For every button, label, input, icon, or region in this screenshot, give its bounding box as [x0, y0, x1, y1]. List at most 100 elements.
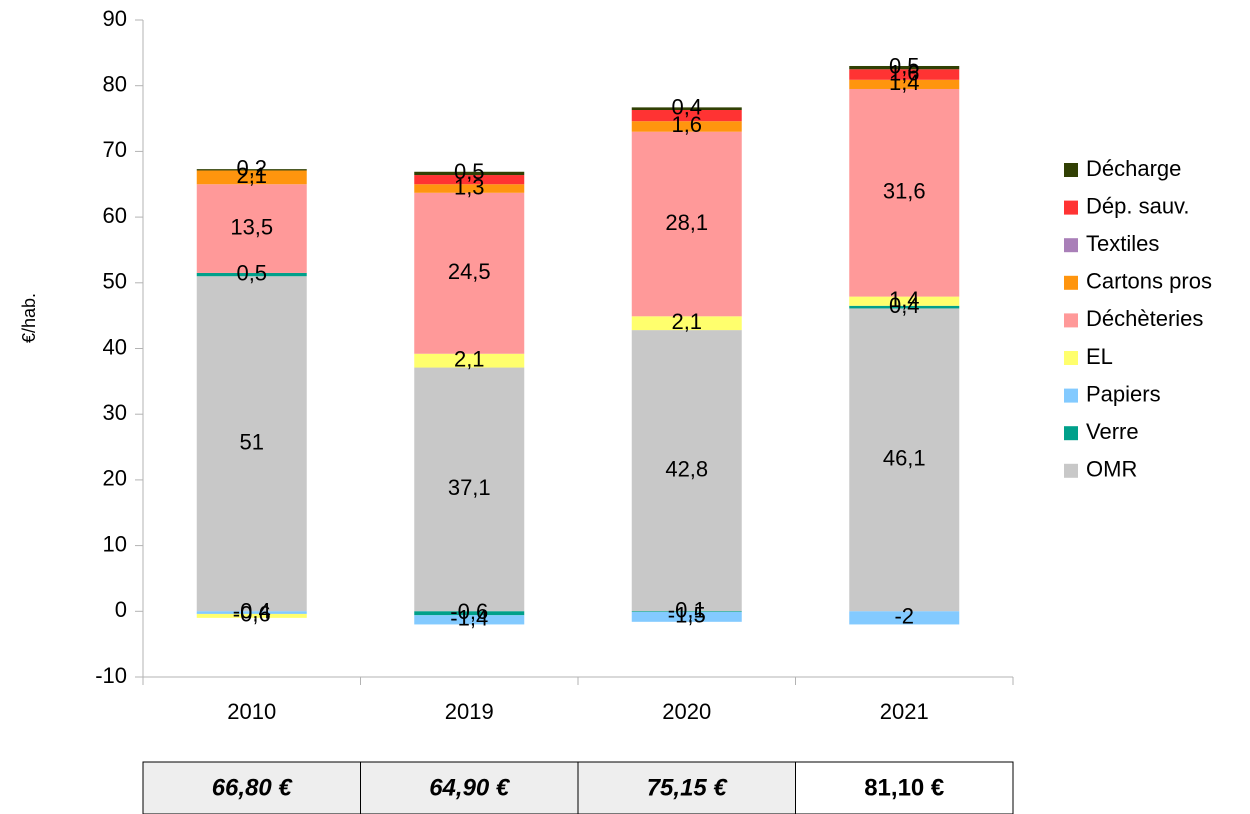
data-label: -1,5	[668, 603, 706, 628]
legend-swatch	[1064, 275, 1078, 290]
data-label: 1,6	[889, 60, 920, 85]
bar-segment	[849, 65, 960, 70]
bar-segment	[849, 305, 960, 309]
legend-swatch	[1064, 463, 1078, 478]
bar-segment	[631, 121, 742, 132]
y-tick-label: 10	[103, 531, 127, 556]
bar-segment	[849, 296, 960, 306]
data-label: 1,6	[671, 112, 702, 137]
bar-segment	[196, 613, 307, 618]
bar-segment	[414, 184, 525, 193]
legend-label: Cartons pros	[1086, 269, 1212, 294]
bar-segment	[414, 615, 525, 625]
bar-segment	[414, 611, 525, 616]
bar-segment	[631, 330, 742, 612]
bar-segment	[414, 171, 525, 176]
data-label: 1,4	[889, 287, 920, 312]
data-label: 28,1	[665, 210, 708, 235]
legend-label: Verre	[1086, 419, 1139, 444]
legend-swatch	[1064, 313, 1078, 328]
data-label: 0,5	[454, 159, 485, 184]
legend-swatch	[1064, 351, 1078, 365]
x-tick-label: 2021	[880, 699, 929, 724]
legend-label: Papiers	[1086, 381, 1161, 406]
data-label: -0,6	[233, 602, 271, 627]
bar-segment	[414, 367, 525, 612]
y-tick-label: 20	[103, 466, 127, 491]
legend-swatch	[1064, 388, 1078, 403]
y-tick-label: 0	[115, 597, 127, 622]
table-cell	[142, 761, 361, 814]
data-label: -1,4	[450, 606, 488, 631]
bar-segment	[414, 175, 525, 185]
bar-segment	[631, 131, 742, 317]
data-label: 24,5	[448, 259, 491, 284]
table-text: 81,10 €	[864, 774, 944, 801]
data-label: 2,1	[671, 309, 702, 334]
legend-label: Dép. sauv.	[1086, 193, 1190, 218]
data-label: 37,1	[448, 475, 491, 500]
y-tick-label: 50	[103, 269, 127, 294]
bar-segment	[414, 192, 525, 354]
bar-segment	[631, 107, 742, 111]
x-tick-label: 2019	[445, 699, 494, 724]
legend-label: Textiles	[1086, 231, 1159, 256]
data-label: 0,4	[671, 95, 702, 120]
y-tick-label: 80	[103, 72, 127, 97]
bar-segment	[849, 69, 960, 80]
x-tick-label: 2010	[227, 699, 276, 724]
data-label: -0,4	[233, 598, 271, 623]
data-label: 0,5	[236, 260, 267, 285]
bar-segment	[849, 308, 960, 612]
table-cell	[360, 761, 579, 814]
data-label: 1,3	[454, 174, 485, 199]
y-axis-label: €/hab.	[19, 293, 39, 343]
legend-swatch	[1064, 200, 1078, 215]
y-tick-label: 60	[103, 203, 127, 228]
bar-segment	[631, 110, 742, 122]
data-label: 46,1	[883, 446, 926, 471]
bar-segment	[196, 170, 307, 185]
y-tick-label: 90	[103, 6, 127, 31]
table-text: 66,80 €	[212, 774, 294, 801]
table-cell	[795, 761, 1014, 814]
data-label: 51	[240, 430, 264, 455]
legend-label: Décharge	[1086, 156, 1181, 181]
legend-label: OMR	[1086, 457, 1137, 482]
data-label: 0,2	[236, 156, 267, 181]
data-label: 0,4	[889, 293, 920, 318]
y-tick-label: 30	[103, 400, 127, 425]
bar-segment	[196, 276, 307, 612]
bar-segment	[196, 184, 307, 273]
bar-segment	[196, 169, 307, 171]
legend-swatch	[1064, 238, 1078, 253]
y-tick-label: 70	[103, 137, 127, 162]
data-label: 13,5	[230, 214, 273, 239]
data-label: 42,8	[665, 457, 708, 482]
y-tick-label: -10	[95, 663, 127, 688]
bar-segment	[196, 611, 307, 614]
bar-segment	[414, 353, 525, 368]
data-label: -0,1	[668, 597, 706, 622]
bar-segment	[849, 611, 960, 625]
y-tick-label: 40	[103, 334, 127, 359]
bar-segment	[849, 79, 960, 89]
table-text: 64,90 €	[429, 774, 511, 801]
table-text: 75,15 €	[647, 774, 729, 801]
data-label: -2	[894, 604, 914, 629]
x-tick-label: 2020	[662, 699, 711, 724]
data-label: 31,6	[883, 179, 926, 204]
legend-swatch	[1064, 163, 1078, 177]
bar-segment	[196, 272, 307, 277]
data-label: 1,4	[889, 70, 920, 95]
data-label: 2,1	[236, 163, 267, 188]
data-label: -0,6	[450, 599, 488, 624]
data-label: 2,1	[454, 346, 485, 371]
legend-swatch	[1064, 426, 1078, 441]
legend-label: EL	[1086, 344, 1113, 369]
bar-segment	[849, 88, 960, 297]
data-label: 0,5	[889, 53, 920, 78]
bar-segment	[631, 611, 742, 622]
